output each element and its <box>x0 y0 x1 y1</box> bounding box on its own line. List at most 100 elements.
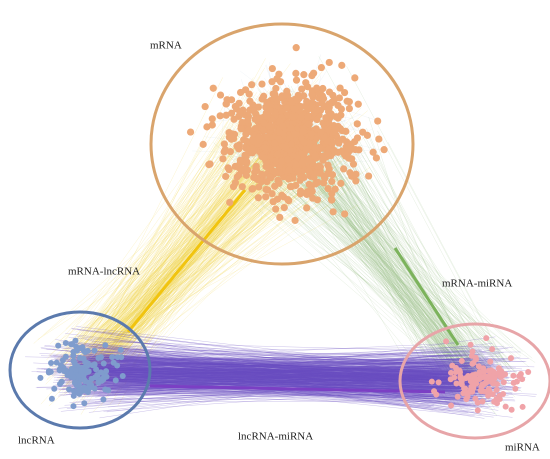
mrna-node <box>335 94 343 102</box>
edge <box>97 152 249 395</box>
edge <box>87 369 484 372</box>
edge <box>304 116 470 393</box>
edge <box>68 361 452 384</box>
mirna-node <box>457 374 464 381</box>
edge <box>99 398 468 402</box>
mrna-node <box>226 198 234 207</box>
edge <box>79 369 468 394</box>
edge <box>81 367 461 375</box>
edge <box>58 336 496 397</box>
edge <box>327 156 492 390</box>
mrna-node <box>308 71 316 80</box>
edge <box>71 363 466 405</box>
edge <box>293 176 515 370</box>
edge <box>88 350 490 384</box>
mirna-node <box>502 371 509 378</box>
mrna-node <box>273 150 281 159</box>
edge <box>103 379 466 384</box>
edge <box>103 361 455 372</box>
lncrna-node <box>70 403 77 410</box>
edge <box>99 366 469 400</box>
edge <box>86 365 492 379</box>
mrna-node <box>243 137 251 146</box>
mrna-node <box>343 97 351 105</box>
mrna-node <box>353 120 361 128</box>
mrna-node <box>222 111 230 119</box>
edge <box>80 366 456 379</box>
edge <box>81 355 447 385</box>
mrna-node <box>337 179 345 187</box>
mrna-node <box>325 165 333 173</box>
edge <box>285 181 493 383</box>
edge <box>85 385 490 396</box>
mrna-node <box>298 158 307 166</box>
edge <box>77 378 475 382</box>
edge <box>89 356 487 363</box>
edge <box>86 366 479 374</box>
edge <box>85 360 486 380</box>
edge <box>256 179 466 376</box>
edge <box>75 77 223 373</box>
edge <box>97 366 489 374</box>
edge <box>69 363 490 370</box>
edge <box>63 372 477 376</box>
mirna-node <box>435 379 442 386</box>
edge <box>279 175 500 359</box>
edge <box>90 123 248 386</box>
mrna-node <box>282 143 290 151</box>
edge <box>80 89 269 377</box>
edge <box>94 361 464 365</box>
mirna-node <box>489 376 496 383</box>
lncrna-node <box>94 372 101 379</box>
lncrna-node <box>59 357 66 364</box>
edge <box>123 367 497 372</box>
edge <box>84 367 512 381</box>
edge <box>77 384 488 386</box>
edge <box>52 382 484 391</box>
edge <box>91 369 452 380</box>
edge <box>116 367 464 378</box>
edge <box>104 157 289 364</box>
edge <box>75 344 494 395</box>
edge <box>97 354 494 390</box>
edge <box>323 117 478 385</box>
edge <box>78 372 482 392</box>
mrna-node <box>268 190 276 198</box>
edge <box>77 172 296 363</box>
mrna-node <box>312 106 320 114</box>
mirna-node <box>453 380 460 387</box>
edge <box>66 378 497 389</box>
edge <box>77 343 523 370</box>
mrna-node <box>209 84 217 92</box>
edge <box>59 388 478 396</box>
edge <box>77 369 501 380</box>
mrna-node <box>250 173 258 182</box>
edge <box>55 358 478 373</box>
mrna-node <box>276 78 285 86</box>
edge <box>345 148 461 392</box>
mrna-node <box>276 213 284 222</box>
edge <box>88 356 501 381</box>
mrna-node <box>359 128 367 136</box>
edge <box>330 158 460 380</box>
edge <box>82 360 493 395</box>
mrna-node <box>249 137 257 145</box>
mrna-node <box>268 78 276 86</box>
edge <box>70 369 486 374</box>
mirna-node <box>468 352 475 359</box>
edge <box>53 185 225 367</box>
edge <box>108 365 497 379</box>
mrna-node <box>255 183 263 191</box>
edge <box>291 173 503 368</box>
edge <box>92 149 316 389</box>
edge <box>87 377 485 382</box>
edge <box>69 361 464 370</box>
edge <box>366 127 475 376</box>
edge <box>49 366 456 404</box>
edge <box>104 351 468 396</box>
edge <box>288 168 474 398</box>
edge <box>53 371 496 388</box>
edge <box>97 394 490 396</box>
node-label: lncRNA <box>18 435 55 447</box>
edge <box>262 197 466 389</box>
